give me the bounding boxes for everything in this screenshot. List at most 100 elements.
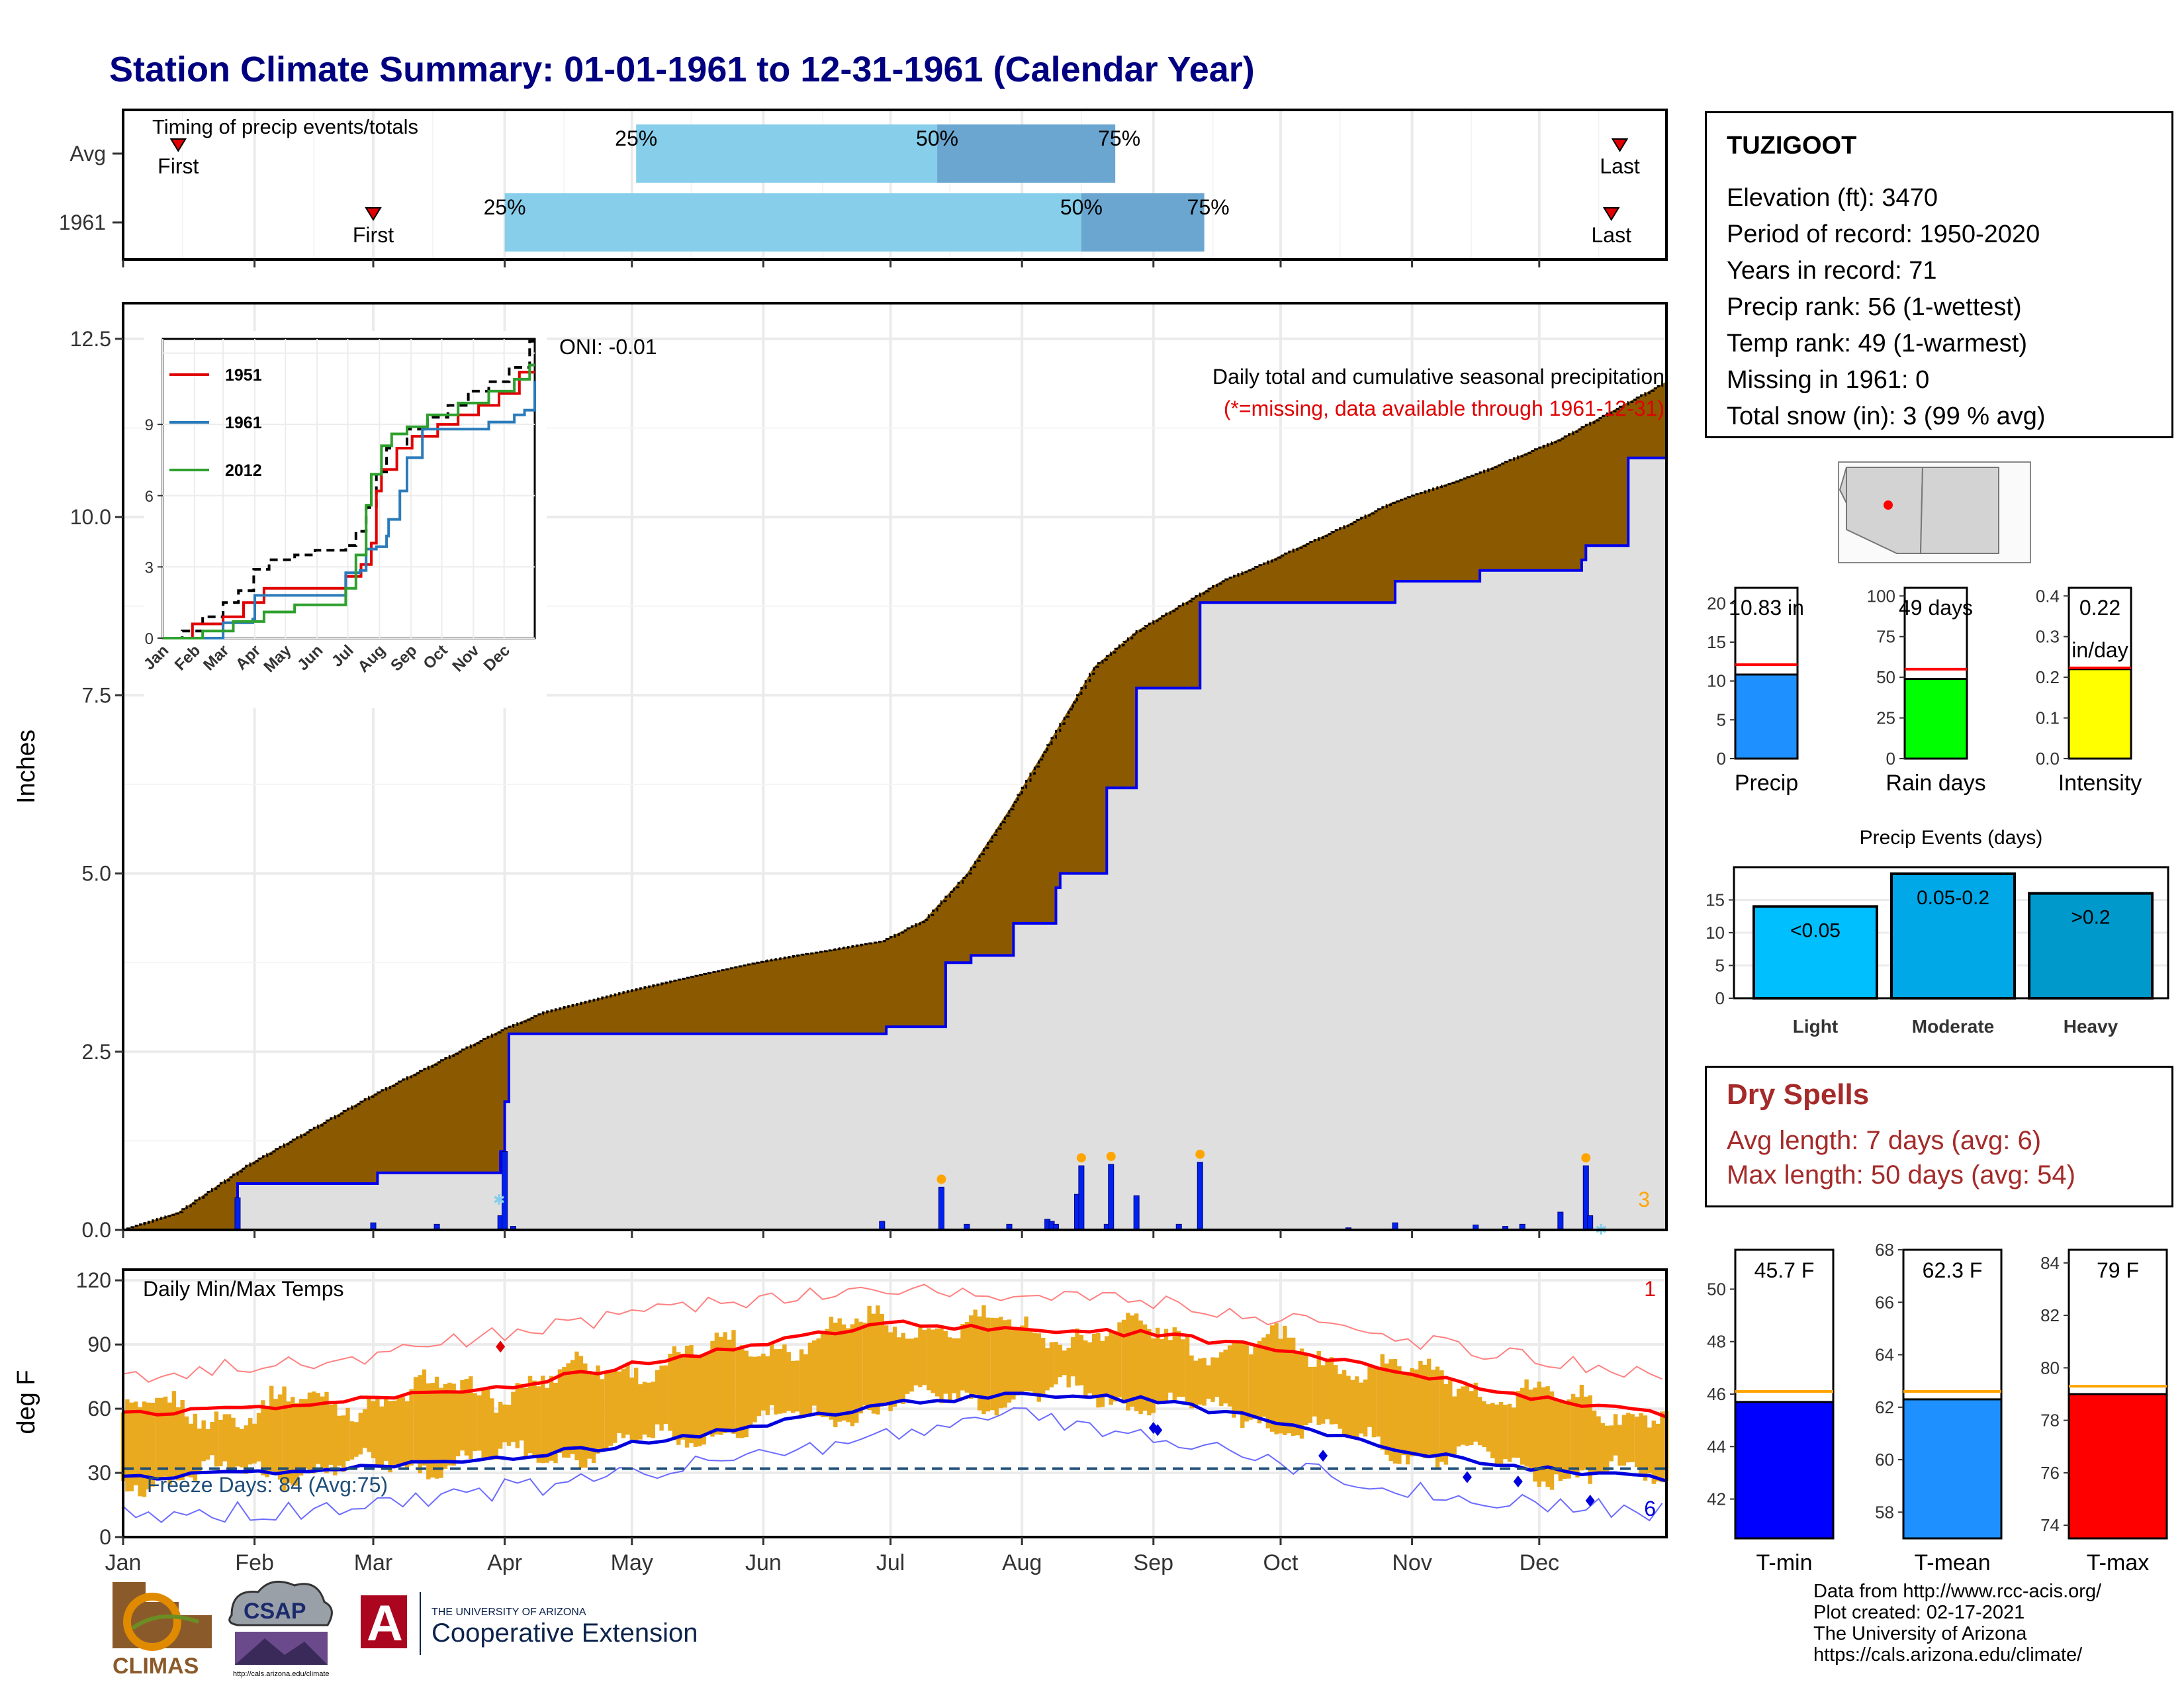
- temp-bar-name: T-mean: [1914, 1550, 1990, 1575]
- temp-record-marker-icon: [1462, 1471, 1472, 1483]
- info-line: Total snow (in): 3 (99 % avg): [1727, 402, 2046, 430]
- inset-y-tick-label: 9: [145, 416, 154, 434]
- small-bar-tick-label: 0.2: [2036, 667, 2060, 687]
- small-bar-tick-label: 5: [1717, 710, 1726, 729]
- small-bar-value: 49 days: [1899, 596, 1973, 620]
- ua-name: THE UNIVERSITY OF ARIZONA: [432, 1607, 586, 1618]
- precip-y-tick-label: 7.5: [82, 683, 111, 707]
- daily-precip-bar: [1197, 1162, 1203, 1231]
- inset-frame: [161, 338, 536, 639]
- temp-y-tick-label: 0: [99, 1525, 111, 1549]
- temp-y-tick-label: 120: [76, 1268, 111, 1292]
- small-bar-tick-label: 0.4: [2036, 586, 2060, 606]
- small-bar: [1903, 678, 1968, 760]
- month-label: Jun: [745, 1550, 782, 1575]
- events-tick-label: 10: [1706, 923, 1725, 943]
- daily-precip-bar: [1133, 1195, 1140, 1231]
- temp-bar-name: T-max: [2087, 1550, 2149, 1575]
- daily-precip-bar: [502, 1151, 508, 1231]
- temp-bar: [2068, 1393, 2168, 1540]
- small-bar-tick-label: 0: [1886, 749, 1895, 769]
- small-bar-tick-label: 100: [1867, 586, 1895, 606]
- temp-bar-value: 79 F: [2097, 1258, 2139, 1282]
- first-marker-icon: [365, 207, 382, 221]
- precip-marker-icon: [936, 1174, 946, 1184]
- daily-precip-bar: [1108, 1164, 1115, 1231]
- station-info-panel: TUZIGOOT Elevation (ft): 3470 Period of …: [1705, 111, 2173, 438]
- precip-event-bar: [1752, 905, 1878, 1000]
- csap-logo: CSAP http://cals.arizona.edu/climate: [228, 1580, 333, 1678]
- info-line: Missing in 1961: 0: [1727, 366, 1930, 394]
- inset-2012-line: [163, 363, 535, 639]
- small-bar-tick-label: 15: [1707, 632, 1726, 652]
- footer-line: Data from http://www.rcc-acis.org/: [1813, 1581, 2102, 1602]
- temp-bar-tick-label: 44: [1707, 1436, 1726, 1456]
- month-label: Oct: [1263, 1550, 1298, 1575]
- precip-avg-line: [123, 381, 1668, 1231]
- last-marker-icon: [1602, 207, 1620, 221]
- new-mexico-shape: [1919, 467, 1999, 554]
- climas-logo: CLIMAS: [113, 1582, 212, 1679]
- snow-count: 3: [1638, 1188, 1650, 1211]
- small-bar-tick-label: 50: [1876, 667, 1895, 687]
- temp-bar-tick-label: 64: [1875, 1345, 1894, 1365]
- info-line: Temp rank: 49 (1-warmest): [1727, 330, 2028, 357]
- temp-bar-name: T-min: [1756, 1550, 1813, 1575]
- small-bar-tick-label: 0: [1717, 749, 1726, 769]
- timing-title: Timing of precip events/totals: [152, 115, 418, 138]
- precip-missing-note: (*=missing, data available through 1961-…: [1224, 397, 1664, 420]
- timing-p25-label: 25%: [615, 126, 657, 150]
- university-of-arizona-logo: A THE UNIVERSITY OF ARIZONA Cooperative …: [361, 1592, 698, 1655]
- small-bar-name: Intensity: [2058, 771, 2142, 796]
- oni-label: ONI: -0.01: [559, 335, 657, 359]
- record-min-line: [122, 1407, 1663, 1523]
- month-label: Mar: [354, 1550, 393, 1575]
- temp-bar-tick-label: 80: [2040, 1358, 2060, 1378]
- inset-y-tick-label: 6: [145, 488, 154, 506]
- snow-marker-icon: ✱: [493, 1192, 505, 1208]
- record-max-line: [122, 1284, 1662, 1383]
- ua-mark: A: [367, 1595, 403, 1652]
- small-bar-name: Precip: [1735, 771, 1798, 796]
- timing-first-label: First: [158, 154, 199, 178]
- timing-p50-label: 50%: [916, 126, 958, 150]
- small-bar: [1734, 673, 1799, 760]
- daily-precip-bar: [1078, 1165, 1085, 1231]
- daily-precip-bar: [234, 1197, 241, 1231]
- month-label: Nov: [1392, 1550, 1432, 1575]
- timing-first-label: First: [353, 223, 394, 247]
- small-bar-tick-label: 0.1: [2036, 708, 2060, 728]
- climas-text: CLIMAS: [113, 1654, 199, 1679]
- dry-spells-max: Max length: 50 days (avg: 54): [1727, 1160, 2075, 1190]
- timing-p50-label: 50%: [1060, 195, 1103, 219]
- daily-precip-bar: [938, 1186, 944, 1231]
- temp-bar-tick-label: 74: [2040, 1515, 2060, 1535]
- temp-bar-tick-label: 84: [2040, 1253, 2060, 1273]
- precip-marker-icon: [1106, 1151, 1116, 1161]
- timing-row-label: Avg: [69, 142, 106, 165]
- small-bar-tick-label: 0.3: [2036, 627, 2060, 647]
- month-label: Jul: [876, 1550, 905, 1575]
- timing-p75-label: 75%: [1098, 126, 1140, 150]
- precip-y-tick-label: 2.5: [82, 1040, 111, 1064]
- timing-bar-25-50: [504, 193, 1081, 252]
- events-tick-label: 15: [1706, 890, 1725, 910]
- page-title: Station Climate Summary: 01-01-1961 to 1…: [109, 50, 1255, 89]
- temp-bar-tick-label: 48: [1707, 1332, 1726, 1352]
- temp-y-tick-label: 30: [87, 1461, 111, 1485]
- timing-row-label: 1961: [59, 211, 106, 234]
- avg-max-line: [122, 1319, 1667, 1419]
- precip-y-tick-label: 0.0: [82, 1218, 111, 1242]
- dry-spells-title: Dry Spells: [1727, 1078, 1870, 1111]
- small-bar-tick-label: 0.0: [2036, 749, 2060, 769]
- timing-p75-label: 75%: [1187, 195, 1230, 219]
- temp-bar-tick-label: 68: [1875, 1240, 1894, 1260]
- small-bar-tick-label: 10: [1707, 671, 1726, 691]
- timing-p25-label: 25%: [484, 195, 526, 219]
- temp-bar: [1902, 1398, 2003, 1540]
- small-bar-value: 10.83 in: [1729, 596, 1804, 620]
- precip-frame: [122, 302, 1668, 1231]
- timing-frame: [122, 109, 1668, 261]
- temp-y-axis-label: deg F: [13, 1370, 40, 1434]
- first-marker-icon: [169, 138, 187, 152]
